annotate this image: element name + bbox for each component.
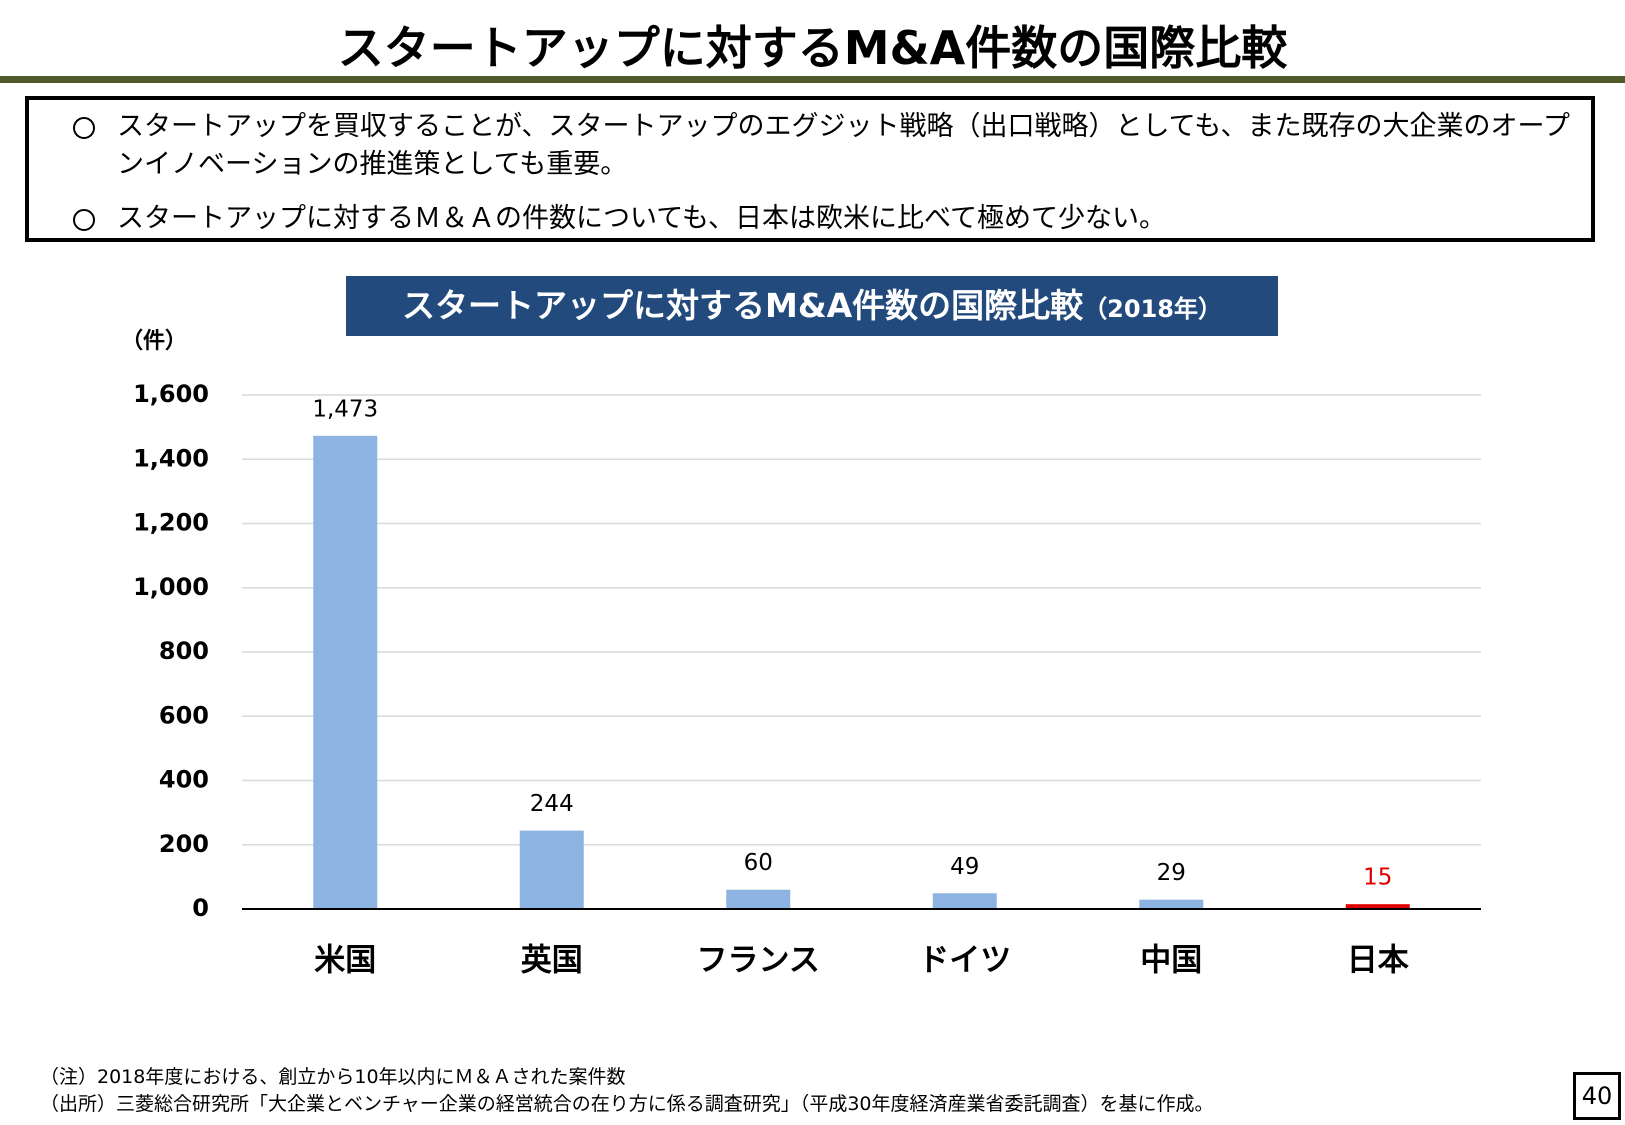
page-number: 40	[1573, 1072, 1621, 1120]
bar	[519, 830, 584, 909]
bar	[1139, 899, 1204, 909]
value-label: 244	[530, 791, 574, 817]
chart-subtitle: （2018年）	[1083, 295, 1222, 323]
x-tick-label: ドイツ	[918, 943, 1011, 979]
bar	[1345, 904, 1410, 909]
value-label: 49	[950, 854, 979, 880]
bar	[726, 889, 791, 909]
bar	[932, 893, 997, 909]
bar	[313, 435, 378, 909]
bullet-text: スタートアップに対するＭ＆Ａの件数についても、日本は欧米に比べて極めて少ない。	[117, 203, 1166, 234]
bullet: スタートアップを買収することが、スタートアップのエグジット戦略（出口戦略）として…	[73, 108, 1587, 184]
y-tick-label: 200	[159, 830, 209, 858]
y-axis-label: （件）	[121, 329, 187, 354]
title-rule	[0, 76, 1625, 83]
value-label: 60	[744, 850, 773, 876]
value-label: 29	[1157, 860, 1186, 886]
summary-box: スタートアップを買収することが、スタートアップのエグジット戦略（出口戦略）として…	[25, 96, 1595, 242]
y-tick-label: 600	[159, 701, 209, 729]
footnote: （出所）三菱総合研究所「大企業とベンチャー企業の経営統合の在り方に係る調査研究」…	[40, 1093, 1214, 1115]
y-tick-label: 1,200	[133, 509, 209, 537]
chart-title: スタートアップに対するM&A件数の国際比較	[402, 286, 1084, 325]
x-tick-label: フランス	[697, 943, 820, 979]
chart-title-banner: スタートアップに対するM&A件数の国際比較（2018年）	[346, 276, 1278, 336]
bullet-text: スタートアップを買収することが、スタートアップのエグジット戦略（出口戦略）として…	[117, 111, 1570, 180]
y-tick-label: 800	[159, 637, 209, 665]
y-tick-label: 1,000	[133, 573, 209, 601]
x-tick-label: 中国	[1140, 943, 1202, 979]
bullet-mark	[73, 209, 95, 231]
x-tick-label: 英国	[521, 943, 583, 979]
bullet: スタートアップに対するＭ＆Ａの件数についても、日本は欧米に比べて極めて少ない。	[73, 200, 1587, 238]
value-label: 1,473	[312, 396, 378, 422]
footnote: （注）2018年度における、創立から10年以内にＭ＆Ａされた案件数	[40, 1066, 626, 1088]
page-title: スタートアップに対するM&A件数の国際比較	[337, 21, 1288, 75]
x-tick-label: 米国	[314, 943, 376, 979]
y-tick-label: 1,600	[133, 380, 209, 408]
bullet-mark	[73, 117, 95, 139]
y-tick-label: 0	[192, 894, 209, 922]
value-label: 15	[1363, 865, 1392, 891]
x-tick-label: 日本	[1347, 943, 1410, 979]
y-tick-label: 400	[159, 766, 209, 794]
y-tick-label: 1,400	[133, 444, 209, 472]
